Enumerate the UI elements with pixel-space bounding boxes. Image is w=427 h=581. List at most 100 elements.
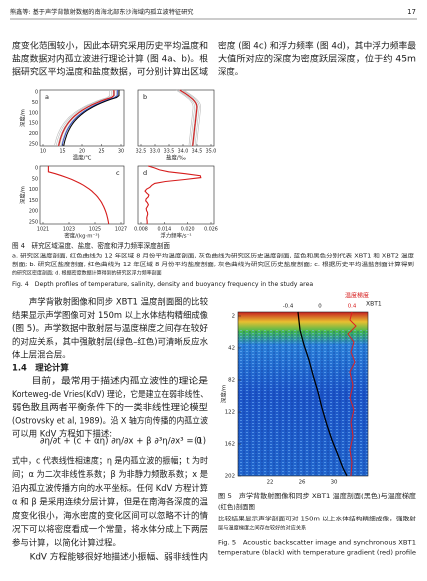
panel-label: d	[143, 169, 147, 177]
x-tick-label: 32.5	[136, 149, 147, 155]
xbt1-profile	[61, 90, 118, 147]
backscatter-texture	[238, 330, 368, 476]
xbt1-profile	[297, 311, 348, 477]
y-axis-label: 深度/m	[19, 109, 27, 127]
panel-frame	[39, 165, 125, 225]
y-tick-label: 100	[29, 187, 38, 193]
panel-label: b	[143, 93, 147, 101]
body-line: Korteweg-de Vries(KdV) 理论，它是建立在弱非线性、	[12, 389, 208, 399]
history-profile	[175, 89, 194, 147]
figure5-image	[237, 311, 369, 477]
x-tick-label: 0.026	[204, 227, 218, 233]
body-line: 沿内孤立波传播方向的水平坐标。任何 KdV 方程计算	[12, 483, 208, 493]
x-tick-label: 26	[299, 480, 306, 486]
y-tick-label: 250	[29, 142, 38, 148]
figure-note: 剖面; b. 研究区盐度剖面, 红色曲线为 12 年区域 8 月份平均盐度剖面,…	[12, 261, 414, 268]
y-tick-label: 50	[32, 176, 38, 182]
x-tick-label: 33.0	[150, 149, 161, 155]
figure-note: 比较结果显示声学剖面可对 150m 以上水体结构精细成像，强散射	[218, 515, 416, 523]
top-tick-label: 0	[318, 304, 322, 310]
y-tick-label: 82	[228, 378, 235, 384]
history-profile	[55, 90, 112, 147]
x-tick-label: 34.5	[192, 149, 203, 155]
panel-frame	[137, 89, 215, 147]
gradient-profile	[347, 311, 357, 477]
history-profile	[183, 89, 202, 147]
x-axis-label: 温度/℃	[73, 154, 92, 162]
body-line: 体上层混合层。	[12, 350, 71, 360]
history-profile	[177, 89, 195, 147]
x-tick-label: 25	[98, 149, 104, 155]
figure-caption-en: Fig. 5 Acoustic backscatter image and sy…	[218, 540, 416, 547]
x-tick-label: 1023	[63, 227, 75, 233]
section-heading: 1.4 理论计算	[12, 363, 69, 373]
figure-note: a. 研究区温度剖面, 红色曲线为 12 年区域 8 月份平均温度剖面, 灰色曲…	[12, 253, 414, 260]
y-tick-label: 200	[29, 131, 38, 137]
mean-profile	[47, 166, 110, 225]
body-line: 参与计算，以简化计算过程。	[12, 538, 121, 548]
equation: ∂η/∂t + (c + αη) ∂η/∂x + β ∂³η/∂x³ = 0	[40, 437, 202, 447]
legend-xbt1: XBT1	[366, 301, 382, 308]
body-line: (图 5)。声学数据中散射层与温度梯度之间存在较好	[12, 323, 209, 333]
body-line: 目前，最常用于描述内孤立波性的理论是	[12, 376, 209, 386]
body-line: 声学背散射图像和同步 XBT1 温度剖面图的比较	[12, 297, 209, 307]
x-tick-label: 22	[267, 480, 274, 486]
top-tick-label: 0.4	[348, 304, 357, 310]
y-tick-label: 0	[35, 166, 38, 172]
legend-gradient: 温度梯度	[345, 292, 369, 300]
x-tick-label: 1027	[115, 227, 127, 233]
body-line: 况下可以将密度看成一个常量，将水体分成上下两层	[12, 524, 208, 534]
figure-note: 层与温度梯度之间存在较好的对应关系	[218, 524, 306, 532]
top-tick-label: -0.4	[283, 304, 294, 310]
body-line: 密度 (图 4c) 和浮力频率 (图 4d)，其中浮力频率最	[218, 41, 417, 51]
body-line: KdV 方程能够很好地描述小振幅、弱非线性内	[12, 551, 208, 561]
y-tick-label: 162	[225, 442, 235, 448]
figure-caption: (红色)剖面图	[218, 502, 255, 511]
body-line: 的对应关系，其中强散射层(绿色–红色)可清晰反应水	[12, 336, 209, 346]
mean-profile	[58, 90, 115, 147]
y-tick-label: 42	[228, 346, 235, 352]
body-line: 结果显示声学图像可对 150m 以上水体结构精细成像	[12, 310, 209, 320]
body-line: 可以用 KdV 方程如下描述:	[12, 429, 112, 439]
x-tick-label: 30	[118, 149, 124, 155]
y-tick-label: 0	[35, 90, 38, 96]
y-tick-label: 100	[29, 110, 38, 116]
x-axis-label: 盐度/‰	[166, 154, 186, 162]
body-line: 间；α 为二次非线性系数；β 为非静力频散系数；x 是	[12, 469, 209, 479]
y-tick-label: 200	[29, 209, 38, 215]
x-tick-label: 33.5	[164, 149, 175, 155]
mean-profile	[144, 165, 202, 225]
x-tick-label: 35.0	[206, 149, 217, 155]
body-line: 盐度数据对内孤立波进行理论计算 (图 4a、b)。根	[12, 54, 209, 64]
xbt2-profile	[63, 90, 120, 147]
figure-caption: 图 5 声学背散射图像和同步 XBT1 温度剖面(黑色)与温度梯度	[218, 491, 417, 500]
x-tick-label: 0.014	[157, 227, 171, 233]
body-line: 度变化很小，海水密度的变化区间可以忽略不计的情	[12, 510, 209, 520]
y-tick-label: 150	[29, 198, 38, 204]
panel-label: c	[116, 169, 120, 177]
y-tick-label: 50	[32, 100, 38, 106]
y-tick-label: 202	[225, 474, 235, 480]
x-tick-label: 30	[331, 480, 338, 486]
y-tick-label: 150	[29, 121, 38, 127]
history-profile	[181, 89, 200, 147]
panel-label: a	[45, 93, 49, 101]
body-line: 深度。	[218, 67, 243, 77]
x-axis-label: 浮力频率/s⁻¹	[160, 232, 191, 240]
y-tick-label: 2	[232, 314, 235, 320]
x-tick-label: 0.008	[134, 227, 148, 233]
panel-frame	[137, 165, 215, 225]
x-tick-label: 1025	[89, 227, 101, 233]
body-line: (Ostrovsky et al, 1989)。沿 X 轴方向传播的内孤立波	[12, 415, 209, 425]
running-title: 熊鑫等: 基于声学背散射数据的南海北部东沙海域内孤立波特征研究	[10, 8, 194, 16]
body-line: 弱色散且两者平衡条件下的一类非线性理论模型	[12, 402, 208, 412]
figure-note: 的研究区密度剖面; d. 根据密度数据计算得到的研究区浮力频率剖面	[12, 270, 162, 277]
body-line: 大值所对应的深度为密度跃层深度，位于约 45m	[218, 54, 416, 64]
equation-number: (1)	[194, 436, 206, 446]
mean-profile	[179, 89, 198, 147]
body-line: 据研究区平均温度和盐度数据，可分别计算出区域	[12, 67, 209, 77]
x-tick-label: 20	[79, 149, 85, 155]
x-tick-label: 0.020	[181, 227, 195, 233]
